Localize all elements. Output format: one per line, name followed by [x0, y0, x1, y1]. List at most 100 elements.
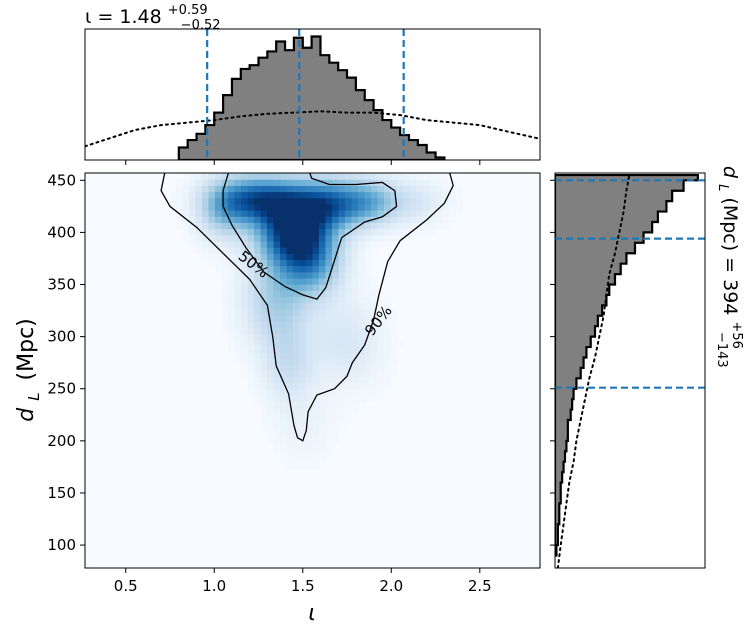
heatmap-cell — [358, 222, 366, 230]
heatmap-cell — [384, 240, 392, 248]
heatmap-cell — [299, 259, 307, 267]
heatmap-cell — [241, 216, 249, 223]
heatmap-cell — [299, 419, 307, 427]
heatmap-cell — [273, 321, 281, 328]
heatmap-cell — [306, 271, 314, 279]
heatmap-cell — [390, 234, 398, 242]
heatmap-cell — [280, 327, 288, 335]
heatmap-cell — [429, 173, 437, 180]
heatmap-cell — [338, 228, 346, 236]
heatmap-cell — [273, 173, 281, 180]
heatmap-cell — [319, 407, 327, 415]
heatmap-cell — [358, 401, 366, 409]
heatmap-cell — [358, 197, 366, 205]
heatmap-cell — [254, 253, 262, 261]
heatmap-cell — [293, 222, 301, 230]
heatmap-cell — [358, 240, 366, 248]
heatmap-cell — [267, 216, 275, 223]
heatmap-cell — [215, 191, 223, 199]
heatmap-cell — [286, 376, 294, 384]
heatmap-cell — [377, 222, 385, 230]
heatmap-cell — [273, 265, 281, 273]
heatmap-cell — [234, 277, 242, 285]
y-axis-label: d L (Mpc) — [14, 318, 45, 422]
heatmap-cell — [345, 345, 353, 353]
heatmap-cell — [293, 389, 301, 396]
heatmap-cell — [267, 407, 275, 415]
iota-panel-ticks — [125, 160, 481, 165]
heatmap-cell — [280, 302, 288, 310]
heatmap-cell — [390, 228, 398, 236]
heatmap-cell — [267, 290, 275, 298]
heatmap-cell — [260, 203, 268, 211]
heatmap-cell — [221, 327, 229, 335]
heatmap-cell — [273, 210, 281, 217]
heatmap-cell — [182, 197, 190, 205]
heatmap-cell — [351, 179, 359, 186]
heatmap-cell — [410, 210, 418, 217]
heatmap-cell — [241, 339, 249, 347]
heatmap-cell — [267, 302, 275, 310]
heatmap-cell — [325, 345, 333, 353]
heatmap-cell — [332, 345, 340, 353]
heatmap-cell — [247, 358, 255, 365]
heatmap-cell — [267, 413, 275, 421]
distance-prior-curve — [556, 174, 631, 568]
heatmap-cell — [176, 179, 184, 186]
heatmap-cell — [423, 210, 431, 217]
heatmap-cell — [442, 191, 450, 199]
heatmap-cell — [338, 333, 346, 341]
heatmap-cell — [371, 173, 379, 180]
heatmap-cell — [260, 382, 268, 390]
heatmap-cell — [280, 426, 288, 433]
heatmap-cell — [377, 389, 385, 396]
heatmap-cell — [390, 351, 398, 359]
heatmap-cell — [208, 197, 216, 205]
heatmap-cell — [247, 197, 255, 205]
heatmap-cell — [286, 321, 294, 328]
heatmap-cell — [403, 210, 411, 217]
heatmap-cell — [247, 290, 255, 298]
heatmap-cell — [358, 234, 366, 242]
heatmap-cell — [221, 234, 229, 242]
heatmap-cell — [260, 185, 268, 193]
heatmap-cell — [273, 203, 281, 211]
heatmap-cell — [358, 253, 366, 261]
heatmap-cell — [195, 203, 203, 211]
heatmap-cell — [234, 259, 242, 267]
heatmap-cell — [189, 222, 197, 230]
heatmap-cell — [306, 253, 314, 261]
heatmap-cell — [384, 370, 392, 378]
heatmap-cell — [364, 302, 372, 310]
heatmap-cell — [306, 191, 314, 199]
heatmap-cell — [345, 216, 353, 223]
heatmap-cell — [312, 327, 320, 335]
heatmap-cell — [423, 185, 431, 193]
heatmap-cell — [221, 321, 229, 328]
heatmap-cell — [358, 216, 366, 223]
heatmap-cell — [351, 302, 359, 310]
heatmap-cell — [228, 228, 236, 236]
heatmap-cell — [338, 284, 346, 291]
heatmap-cell — [312, 419, 320, 427]
heatmap-cell — [254, 333, 262, 341]
heatmap-cell — [319, 173, 327, 180]
heatmap-cell — [221, 284, 229, 291]
heatmap-cell — [319, 271, 327, 279]
heatmap-cell — [267, 351, 275, 359]
heatmap-cell — [351, 327, 359, 335]
heatmap-cell — [260, 413, 268, 421]
heatmap-cell — [332, 333, 340, 341]
heatmap-cell — [254, 234, 262, 242]
heatmap-cell — [267, 253, 275, 261]
heatmap-cell — [293, 203, 301, 211]
heatmap-cell — [338, 210, 346, 217]
heatmap-cell — [267, 203, 275, 211]
heatmap-cell — [228, 302, 236, 310]
heatmap-cell — [260, 419, 268, 427]
heatmap-cell — [358, 203, 366, 211]
heatmap-cell — [364, 389, 372, 396]
heatmap-cell — [390, 358, 398, 365]
heatmap-cell — [332, 370, 340, 378]
heatmap-cell — [338, 345, 346, 353]
